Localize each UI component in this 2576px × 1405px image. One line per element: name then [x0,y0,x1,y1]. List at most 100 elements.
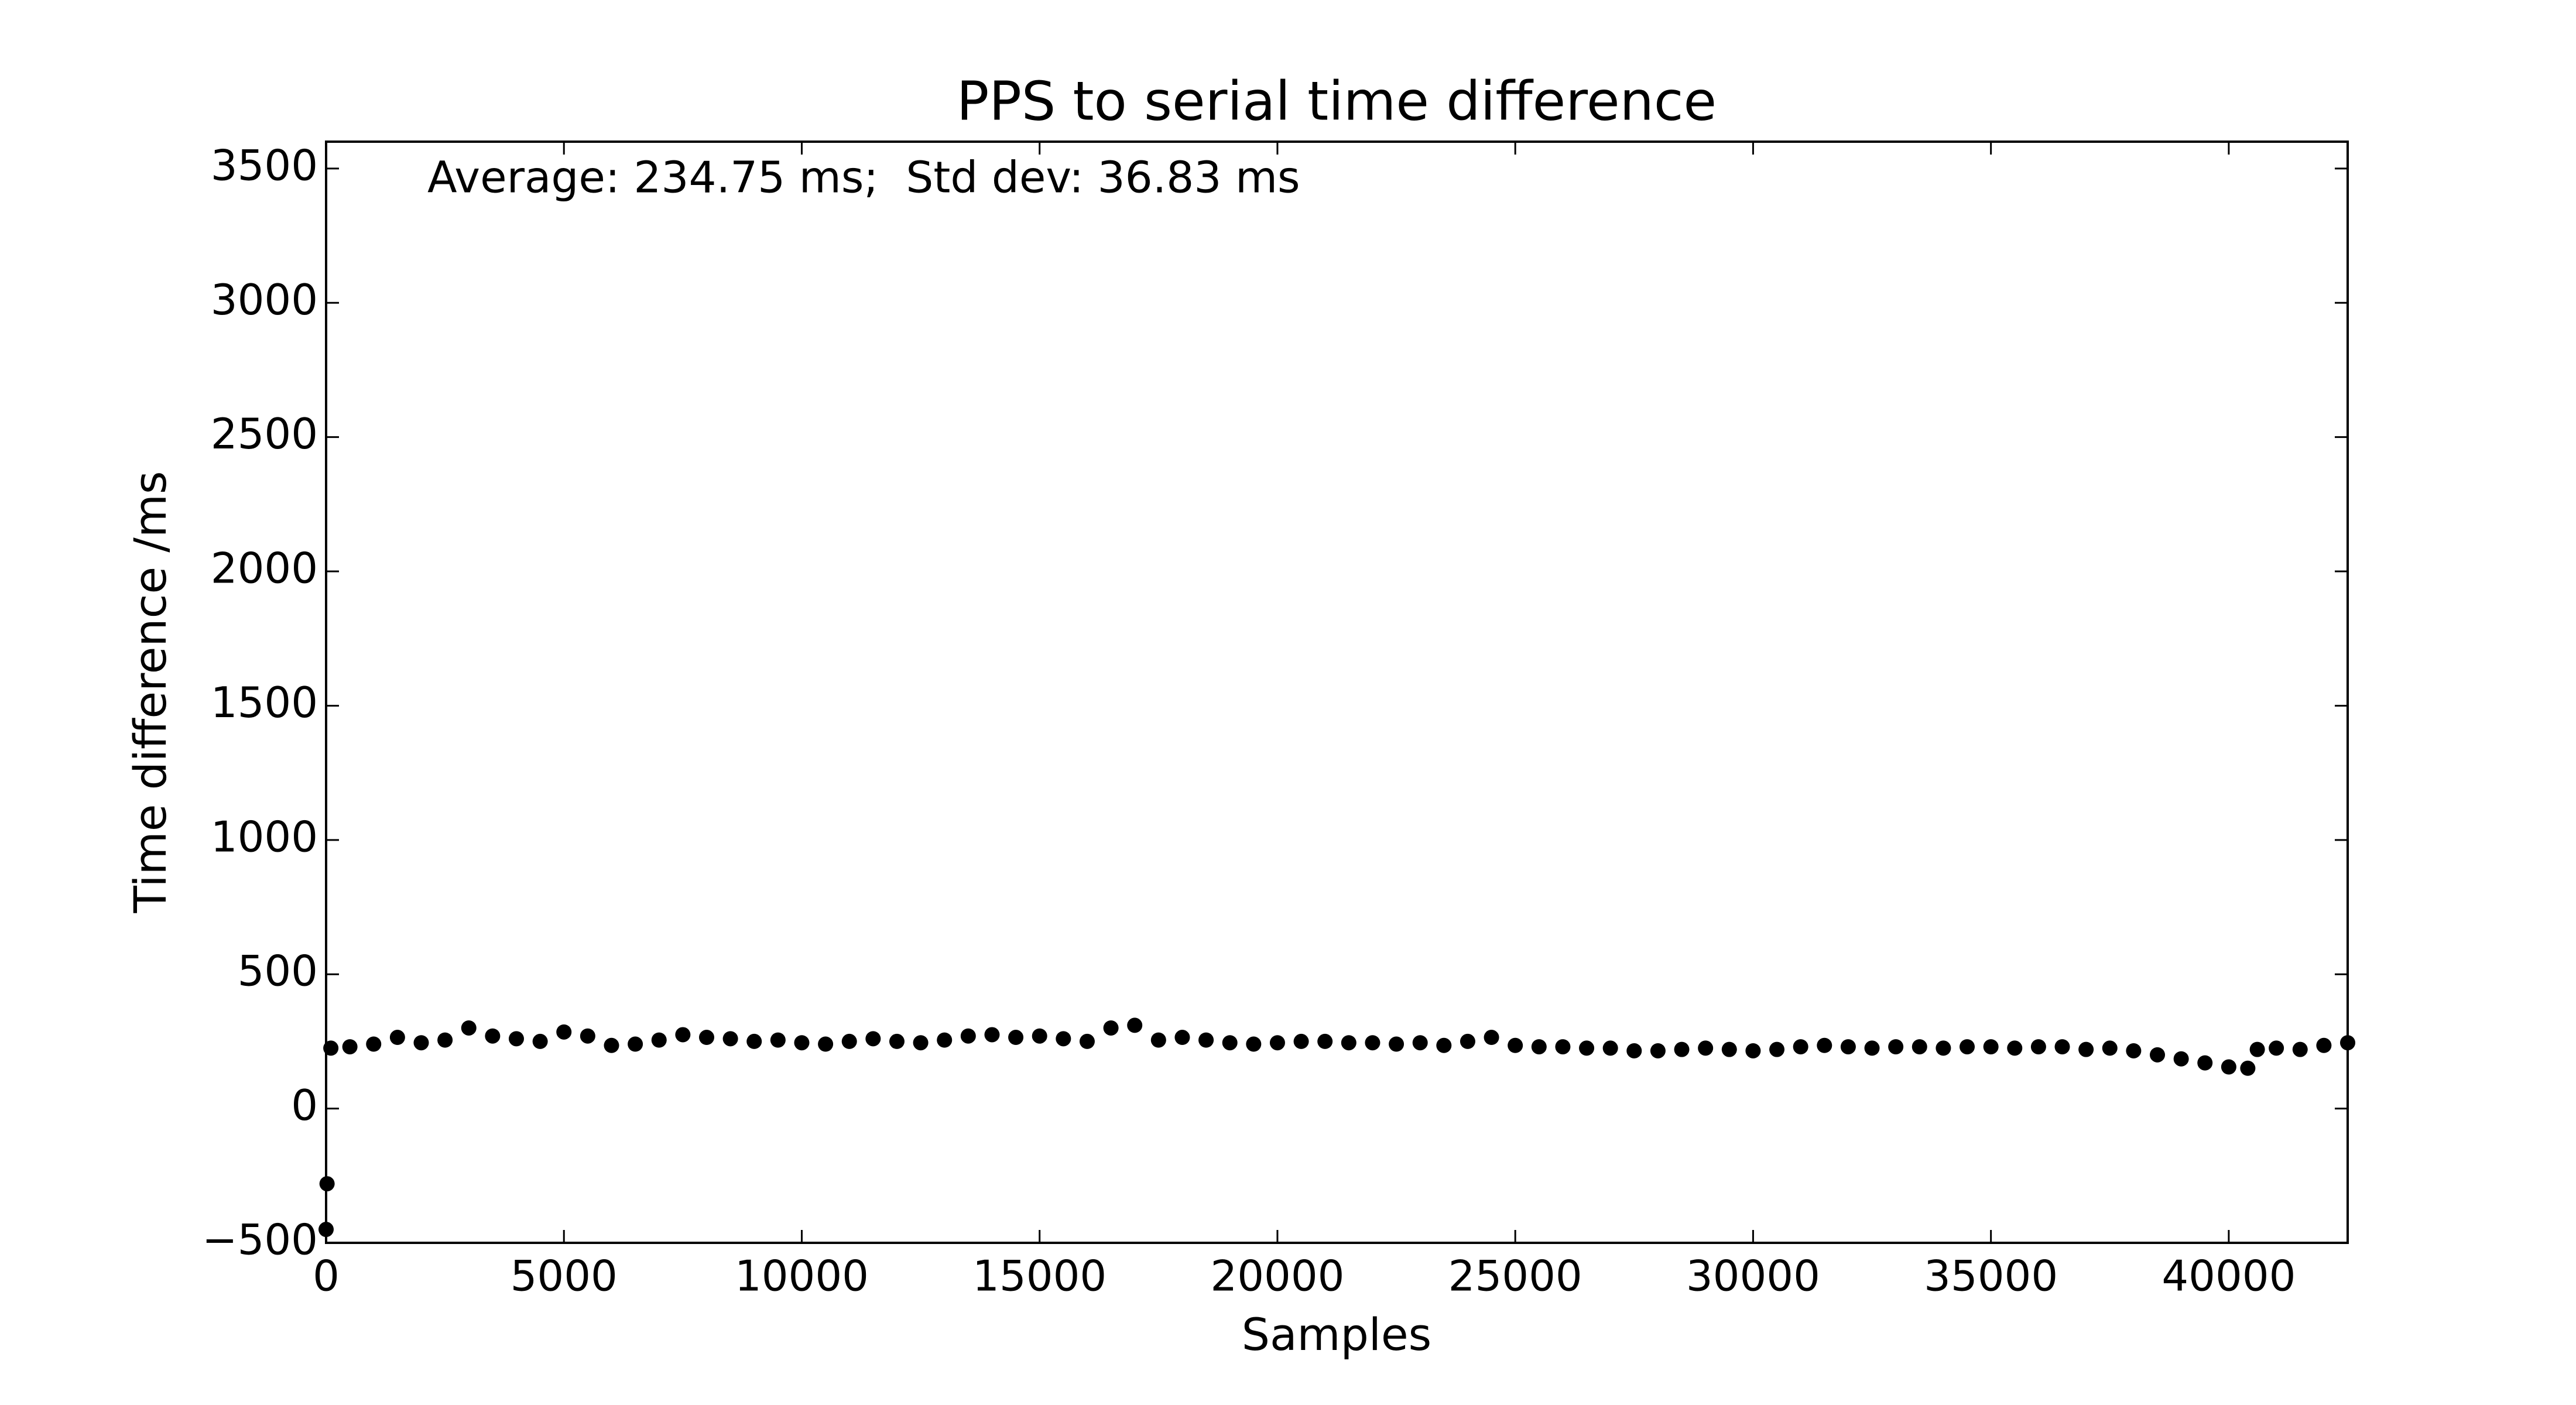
data-point [1840,1039,1856,1055]
data-point [1269,1035,1285,1051]
data-point [865,1031,881,1047]
data-point [1103,1020,1119,1036]
chart-title: PPS to serial time difference [957,70,1717,132]
data-point [913,1035,929,1051]
data-point [1246,1036,1262,1052]
data-point [2221,1059,2236,1075]
data-point [1817,1037,1832,1053]
data-point [1341,1035,1356,1051]
data-point [2173,1051,2189,1067]
data-point [1460,1033,1475,1049]
data-point [2240,1060,2256,1076]
data-point [1150,1032,1166,1048]
data-point [651,1032,667,1048]
data-point [1389,1036,1405,1052]
x-tick-label: 30000 [1686,1252,1820,1301]
data-point [746,1033,762,1049]
data-point [1769,1041,1785,1057]
data-point [1317,1033,1333,1049]
x-tick-label: 0 [313,1252,340,1301]
data-point [1079,1033,1095,1049]
data-point [342,1039,358,1055]
data-point [960,1028,976,1044]
y-tick-label: 500 [238,947,318,996]
data-point [2007,1040,2023,1056]
data-point [770,1032,786,1048]
data-point [1008,1030,1024,1046]
data-point [1674,1041,1690,1057]
data-point [485,1028,501,1044]
data-point [1365,1035,1381,1051]
data-point [794,1035,810,1051]
data-point [2316,1037,2332,1053]
data-point [1721,1041,1737,1057]
data-point [818,1036,834,1052]
data-point [580,1028,595,1044]
data-point [1983,1039,1999,1055]
data-point [1198,1032,1214,1048]
data-point [389,1030,405,1046]
data-point [1484,1030,1499,1046]
data-point [461,1020,477,1036]
x-tick-label: 25000 [1448,1252,1582,1301]
data-point [2292,1041,2308,1057]
data-point [508,1031,524,1047]
y-tick-label: 0 [291,1081,318,1130]
x-tick-label: 5000 [511,1252,618,1301]
data-point [1745,1043,1761,1058]
data-point [2030,1039,2046,1055]
x-tick-label: 35000 [1924,1252,2058,1301]
data-point [1936,1040,1951,1056]
data-point [2269,1040,2284,1056]
data-point [1056,1031,1071,1047]
y-tick-label: 3000 [211,275,318,324]
data-point [2102,1040,2118,1056]
x-tick-label: 15000 [972,1252,1107,1301]
data-point [604,1037,619,1053]
data-point [841,1033,857,1049]
data-point [2054,1039,2070,1055]
data-point [1436,1037,1452,1053]
x-tick-label: 20000 [1210,1252,1344,1301]
data-point [413,1035,429,1051]
data-point [366,1036,382,1052]
data-point [437,1032,453,1048]
data-point [1531,1039,1547,1055]
data-point [1293,1033,1309,1049]
y-tick-label: 2000 [211,544,318,593]
annotation: Average: 234.75 ms; Std dev: 36.83 ms [427,153,1300,203]
data-point [1888,1039,1904,1055]
data-point [1698,1040,1714,1056]
data-point [1793,1039,1808,1055]
data-point [1626,1043,1642,1058]
y-tick-label: 3500 [211,140,318,190]
data-point [1555,1039,1571,1055]
data-point [889,1033,905,1049]
y-axis-label: Time difference /ms [124,471,176,913]
data-point [1650,1043,1666,1058]
data-point [675,1027,691,1043]
data-point [1222,1035,1238,1051]
data-point [2078,1041,2094,1057]
x-tick-label: 10000 [735,1252,869,1301]
x-axis-label: Samples [1242,1308,1432,1361]
data-point [1032,1028,1047,1044]
data-point [556,1024,572,1040]
data-point [1579,1040,1595,1056]
data-point [1864,1040,1880,1056]
data-point [1602,1040,1618,1056]
data-point [2150,1047,2166,1063]
data-point [1412,1035,1428,1051]
data-point [2126,1043,2142,1058]
data-point [532,1033,548,1049]
data-point [2197,1055,2213,1071]
data-point [1174,1030,1190,1046]
y-tick-label: 1000 [211,812,318,861]
y-tick-label: −500 [202,1215,318,1264]
data-point [722,1031,738,1047]
data-point [937,1032,953,1048]
data-point [2249,1041,2265,1057]
y-tick-label: 1500 [211,678,318,727]
